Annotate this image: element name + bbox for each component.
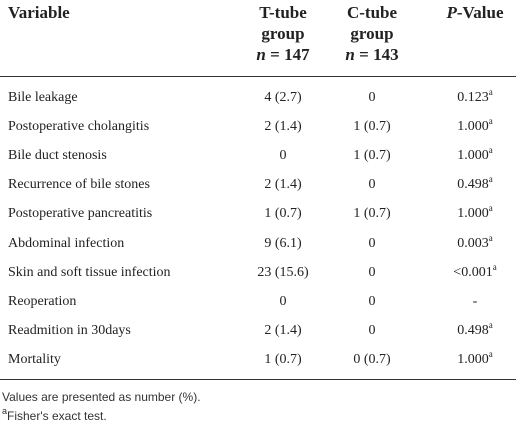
n-value: = 147	[270, 45, 310, 64]
variable-cell: Skin and soft tissue infection	[8, 264, 171, 280]
value-cell: 2 (1.4)	[264, 322, 302, 338]
value-cell: 0 (0.7)	[353, 351, 391, 367]
p-value-cell: 1.000a	[457, 203, 493, 223]
header-text: group	[261, 24, 305, 43]
p-value-cell: 0.498a	[457, 174, 493, 194]
p-value-cell: <0.001a	[453, 261, 497, 282]
header-text: C-tube	[346, 3, 398, 22]
p-value-cell: 0.003a	[457, 232, 493, 253]
header-c-tube: C-tube group n = 143	[345, 2, 398, 65]
variable-cell: Mortality	[8, 351, 61, 367]
p-value: 1.000	[457, 351, 489, 367]
p-symbol: P	[446, 3, 457, 22]
value-cell: 0	[368, 264, 376, 280]
value-cell: 2 (1.4)	[264, 119, 302, 135]
p-value-cell: 1.000a	[457, 348, 493, 369]
n-symbol: n	[345, 45, 355, 64]
value-cell: 0	[279, 148, 287, 164]
superscript: a	[488, 319, 493, 330]
p-value: 0.003	[457, 235, 489, 251]
superscript: a	[488, 174, 493, 185]
p-value: 1.000	[457, 119, 489, 135]
p-value: 1.000	[457, 206, 489, 222]
value-cell: 0	[368, 293, 376, 309]
value-cell: 0	[368, 235, 376, 251]
p-value: <0.001	[453, 264, 493, 280]
value-cell: 1 (0.7)	[353, 119, 391, 135]
header-variable: Variable	[8, 3, 70, 22]
header-n: n = 147	[256, 44, 309, 65]
value-cell: -	[472, 293, 478, 309]
value-cell: 23 (15.6)	[257, 264, 309, 280]
superscript: a	[488, 348, 493, 359]
footnote: aFisher's exact test.	[2, 406, 107, 424]
header-text: group	[350, 24, 394, 43]
variable-cell: Recurrence of bile stones	[8, 177, 150, 193]
variable-cell: Reoperation	[8, 293, 77, 309]
n-symbol: n	[256, 45, 266, 64]
header-text: T-tube	[259, 3, 307, 22]
superscript: a	[488, 87, 493, 97]
p-value: 0.498	[457, 322, 489, 338]
header-text: -Value	[456, 3, 504, 22]
value-cell: 0	[368, 90, 376, 105]
superscript: a	[488, 232, 493, 243]
superscript: a	[488, 145, 493, 156]
p-value-cell: 1.000a	[457, 116, 493, 136]
header-t-tube: T-tube group n = 147	[256, 2, 309, 65]
value-cell: 0	[368, 177, 376, 193]
value-cell: 1 (0.7)	[264, 206, 302, 222]
value-cell: 1 (0.7)	[353, 148, 391, 164]
p-value: 0.498	[457, 177, 489, 193]
footnote-mark: a	[2, 406, 8, 416]
value-cell: 9 (6.1)	[264, 235, 302, 251]
variable-cell: Abdominal infection	[8, 235, 125, 251]
value-cell: 1 (0.7)	[353, 206, 391, 222]
header-rule	[0, 76, 516, 77]
variable-cell: Bile leakage	[8, 90, 78, 105]
superscript: a	[488, 203, 493, 214]
header-p-value: P-Value	[447, 2, 504, 23]
footnote: Values are presented as number (%).	[2, 390, 201, 404]
superscript: a	[492, 261, 497, 272]
p-value: 1.000	[457, 148, 489, 164]
value-cell: 2 (1.4)	[264, 177, 302, 193]
superscript: a	[488, 116, 493, 127]
footnote-text: Fisher's exact test.	[7, 409, 107, 423]
header-n: n = 143	[345, 44, 398, 65]
value-cell: 1 (0.7)	[264, 351, 302, 367]
value-cell: 4 (2.7)	[264, 90, 302, 105]
p-value-cell: 0.498a	[457, 319, 493, 340]
bottom-rule	[0, 379, 516, 380]
p-value-cell: 0.123a	[457, 87, 493, 107]
value-cell: 0	[368, 322, 376, 338]
variable-cell: Readmition in 30days	[8, 322, 131, 338]
variable-cell: Bile duct stenosis	[8, 148, 107, 164]
p-value-cell: 1.000a	[457, 145, 493, 165]
n-value: = 143	[359, 45, 399, 64]
variable-cell: Postoperative cholangitis	[8, 119, 150, 135]
value-cell: 0	[279, 293, 287, 309]
variable-cell: Postoperative pancreatitis	[8, 206, 153, 222]
p-value: 0.123	[457, 90, 489, 105]
